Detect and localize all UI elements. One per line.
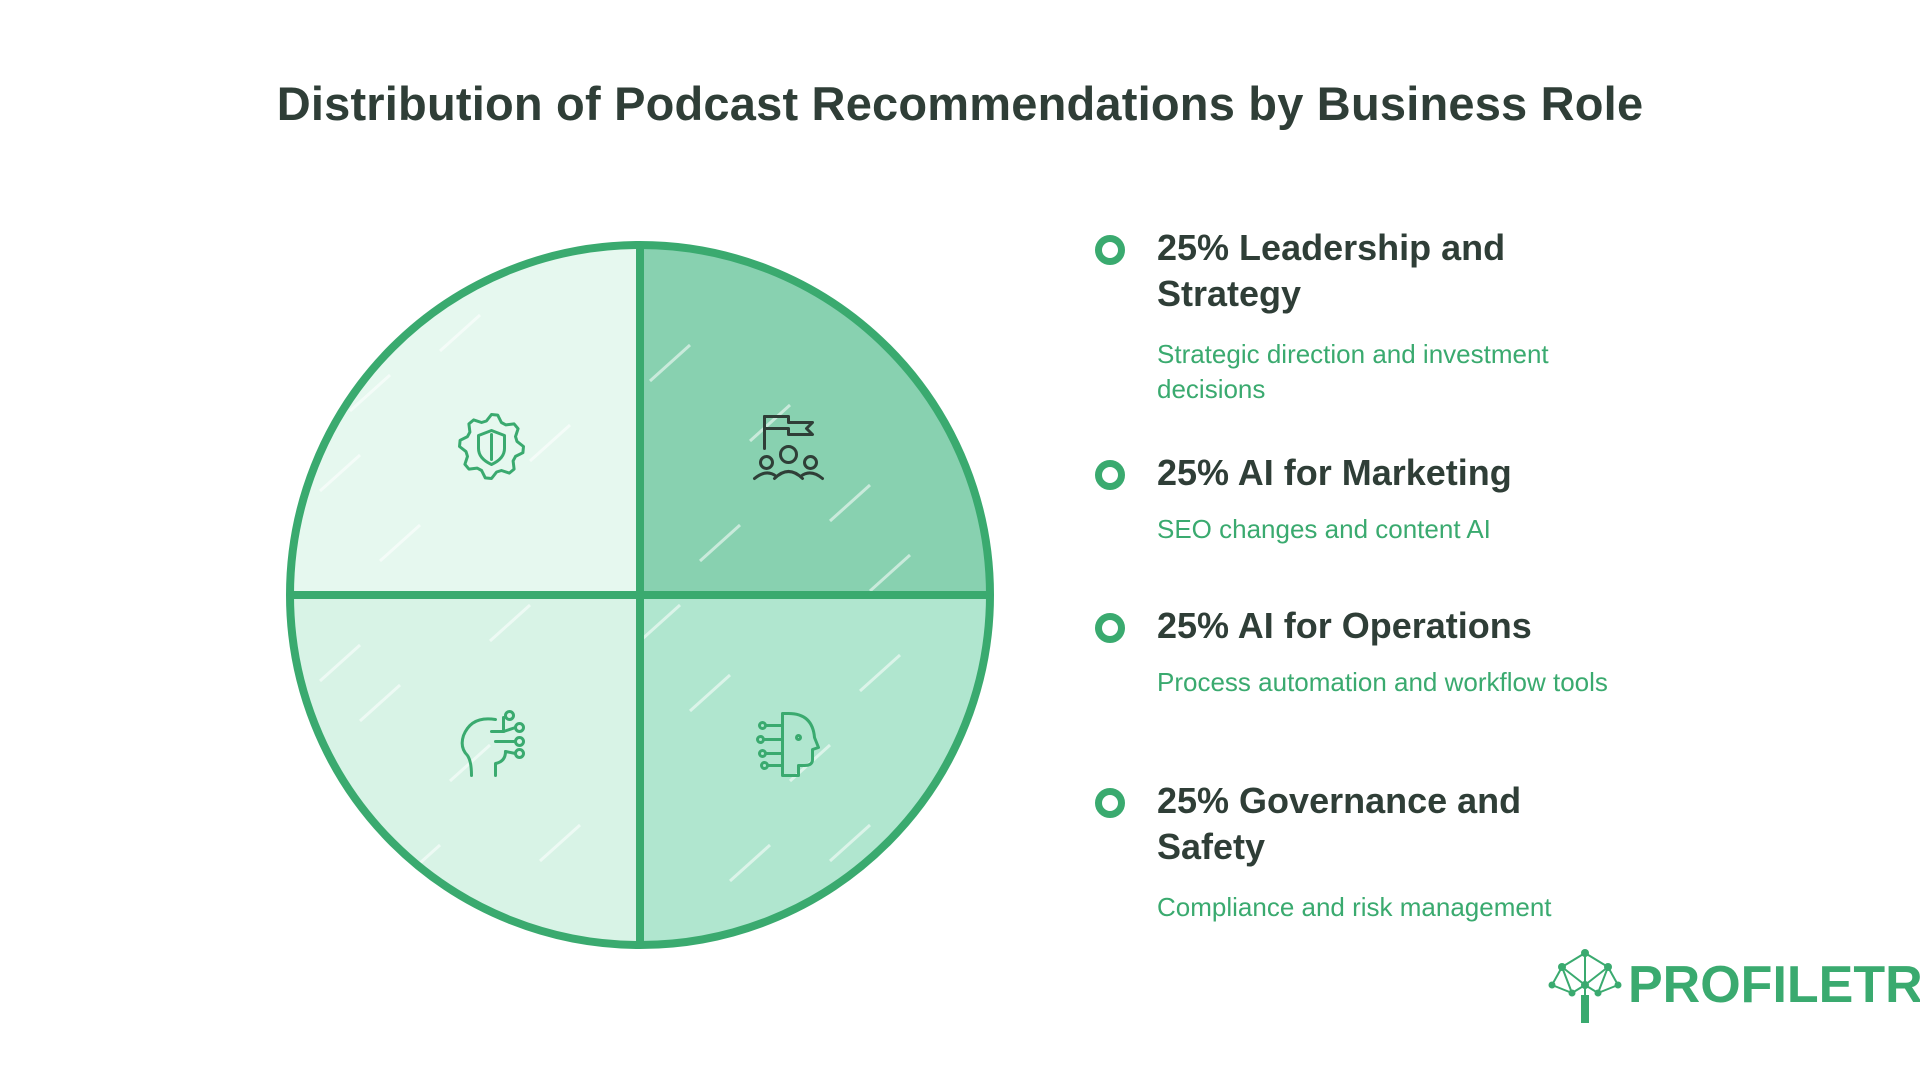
legend-heading: 25% AI for Operations — [1157, 605, 1532, 646]
tree-icon — [1548, 949, 1622, 1023]
legend-description: SEO changes and content AI — [1157, 514, 1491, 544]
pie-chart — [270, 225, 1010, 965]
logo-text-profile: PROFILE — [1628, 956, 1854, 1014]
pie-svg — [286, 241, 994, 949]
ai-head-icon — [756, 712, 820, 777]
brain-circuit-icon — [460, 710, 525, 777]
flag-team-icon — [753, 415, 824, 480]
legend-heading: 25% Leadership and Strategy — [1157, 227, 1506, 314]
legend-heading: 25% AI for Marketing — [1157, 452, 1512, 493]
legend-description: Compliance and risk management — [1157, 892, 1552, 922]
legend-heading: 25% Governance and Safety — [1157, 780, 1522, 867]
pie-slice-leadership-and-strategy — [640, 245, 990, 595]
profiletree-logo: PROFILETREE — [1548, 945, 1920, 1025]
pie-slice-governance-and-safety — [290, 245, 640, 595]
legend-description: Process automation and workflow tools — [1157, 667, 1608, 697]
logo-text-tree: TREE — [1853, 956, 1920, 1014]
ring-bullet-icon — [1095, 788, 1125, 818]
logo-wordmark: PROFILETREE — [1628, 955, 1920, 1015]
gear-shield-icon — [458, 413, 525, 480]
ring-bullet-icon — [1095, 613, 1125, 643]
legend-description: Strategic direction and investment decis… — [1157, 339, 1549, 404]
pie-slice-ai-for-operations — [290, 595, 640, 945]
ring-bullet-icon — [1095, 235, 1125, 265]
pie-slice-ai-for-marketing — [640, 595, 990, 945]
chart-title: Distribution of Podcast Recommendations … — [276, 77, 1644, 130]
ring-bullet-icon — [1095, 460, 1125, 490]
